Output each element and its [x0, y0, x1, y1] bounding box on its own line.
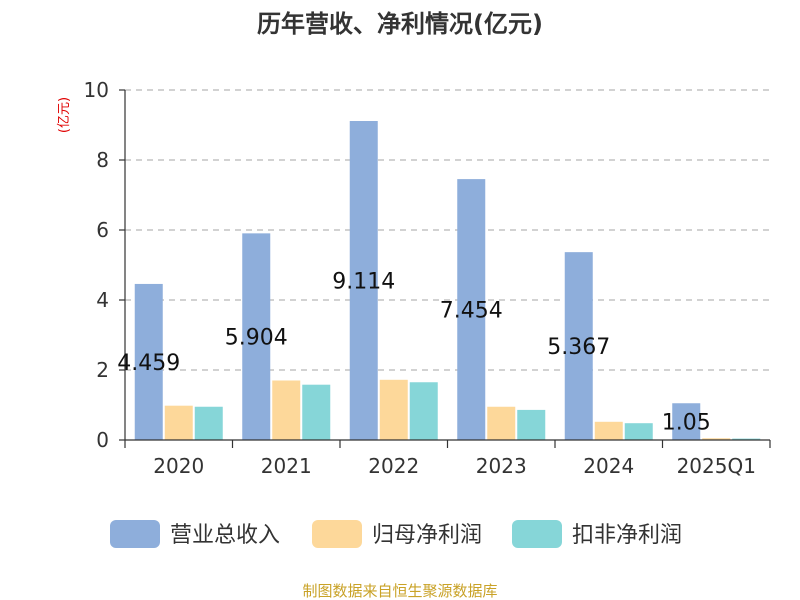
x-tick-label: 2025Q1	[677, 454, 756, 478]
legend-swatch	[110, 520, 160, 548]
data-labels: 4.459 5.904 9.114 7.454 5.367 1.05	[117, 270, 710, 436]
x-axis	[124, 90, 770, 441]
legend[interactable]: 营业总收入 归母净利润 扣非净利润	[110, 520, 682, 548]
bar-net-profit	[379, 379, 408, 440]
source-note: 制图数据来自恒生聚源数据库	[302, 582, 497, 600]
bar-revenue	[457, 179, 486, 441]
bar-revenue	[242, 233, 271, 440]
bar-net-profit	[487, 406, 516, 440]
x-tick-label: 2024	[583, 454, 634, 478]
data-label: 7.454	[440, 299, 503, 324]
y-axis-unit-label: (亿元)	[57, 97, 72, 133]
y-axis-ticks: 0 2 4 6 8 10	[84, 78, 125, 452]
legend-label: 归母净利润	[372, 523, 482, 548]
y-tick-label: 10	[84, 78, 109, 102]
y-tick-label: 6	[96, 218, 109, 242]
bar-net-profit	[702, 438, 731, 440]
bar-net-profit	[594, 421, 623, 440]
y-tick-label: 4	[96, 288, 109, 312]
bar-revenue	[564, 252, 593, 440]
data-label: 4.459	[117, 351, 180, 376]
bar-deducted-net-profit	[194, 406, 223, 440]
legend-swatch	[512, 520, 562, 548]
legend-label: 营业总收入	[170, 523, 280, 548]
bar-net-profit	[164, 405, 193, 440]
bar-revenue	[672, 403, 701, 440]
x-tick-label: 2021	[261, 454, 312, 478]
bar-revenue	[349, 121, 378, 440]
legend-item[interactable]: 营业总收入	[110, 520, 280, 548]
legend-swatch	[312, 520, 362, 548]
legend-item[interactable]: 归母净利润	[312, 520, 482, 548]
legend-item[interactable]: 扣非净利润	[512, 520, 682, 548]
bar-deducted-net-profit	[732, 438, 761, 440]
chart-title: 历年营收、净利情况(亿元)	[257, 10, 543, 38]
x-axis-ticks: 2020 2021 2022 2023 2024 2025Q1	[124, 440, 771, 478]
data-label: 9.114	[332, 270, 395, 295]
bar-deducted-net-profit	[409, 382, 438, 440]
gridlines	[125, 89, 770, 371]
bar-deducted-net-profit	[517, 409, 546, 440]
x-tick-label: 2020	[153, 454, 204, 478]
data-label: 5.367	[547, 335, 610, 360]
bars	[134, 121, 761, 441]
data-label: 1.05	[662, 411, 711, 436]
y-tick-label: 0	[96, 428, 109, 452]
data-label: 5.904	[225, 326, 288, 351]
bar-revenue	[134, 283, 163, 440]
y-tick-label: 2	[96, 358, 109, 382]
x-tick-label: 2023	[476, 454, 527, 478]
bar-deducted-net-profit	[624, 423, 653, 440]
bar-deducted-net-profit	[302, 384, 331, 440]
legend-label: 扣非净利润	[572, 523, 682, 548]
bar-net-profit	[272, 380, 301, 440]
y-tick-label: 8	[96, 148, 109, 172]
x-tick-label: 2022	[368, 454, 419, 478]
